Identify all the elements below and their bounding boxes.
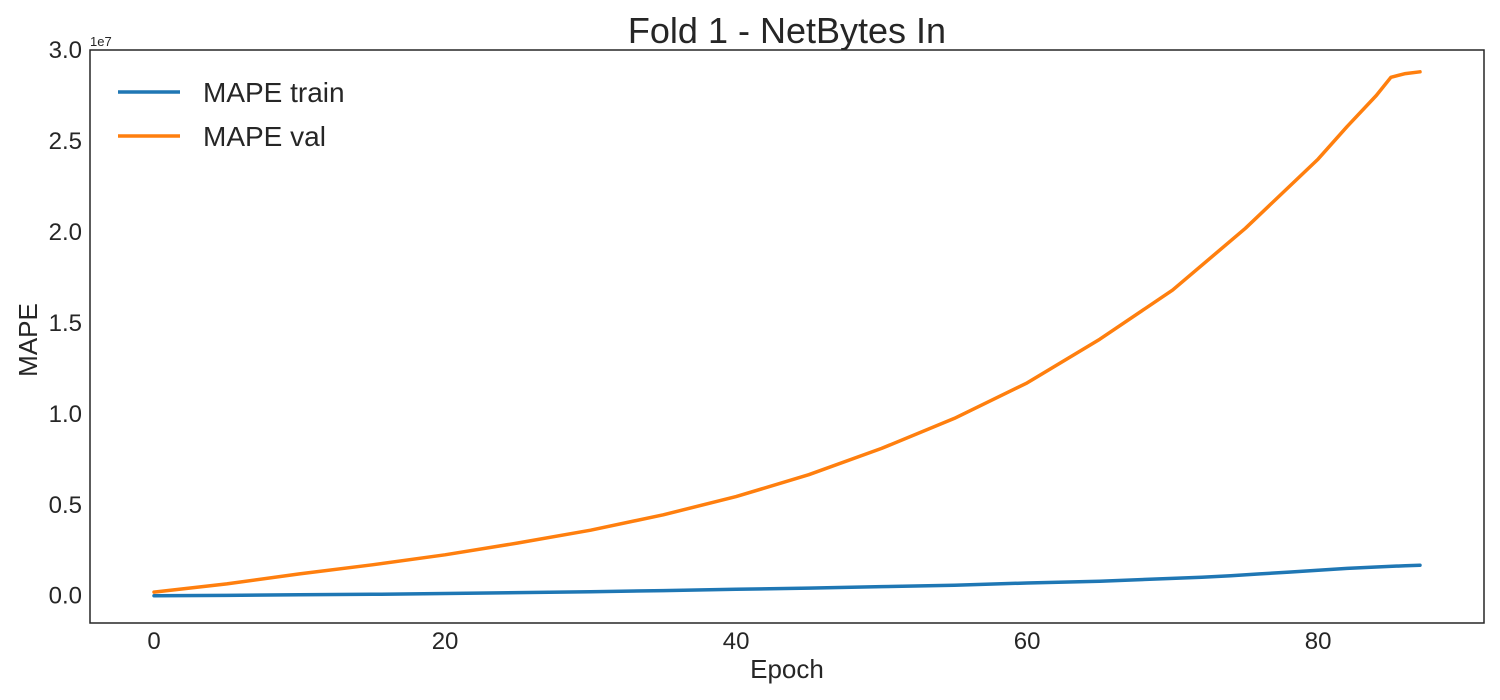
x-tick-label: 60 [1014,628,1041,655]
y-axis-ticks: 0.0 0.5 1.0 1.5 2.0 2.5 3.0 [49,37,82,610]
legend-label-mape-train: MAPE train [203,77,345,108]
plot-area [89,49,1485,624]
legend-label-mape-val: MAPE val [203,121,326,152]
x-axis-label: Epoch [750,654,824,684]
y-axis-label: MAPE [13,303,43,377]
x-tick-label: 80 [1305,628,1332,655]
x-tick-label: 0 [147,628,160,655]
x-tick-label: 40 [723,628,750,655]
series-layer [152,70,1422,598]
y-tick-label: 1.5 [49,310,82,337]
series-line-mape-val [152,70,1422,594]
y-axis-offset-label: 1e7 [90,34,112,49]
y-tick-label: 3.0 [49,37,82,64]
y-tick-label: 0.5 [49,492,82,519]
legend: MAPE train MAPE val [118,77,345,152]
x-tick-label: 20 [432,628,459,655]
y-tick-label: 1.0 [49,401,82,428]
x-axis-ticks: 0 20 40 60 80 [147,628,1332,655]
chart-title: Fold 1 - NetBytes In [628,10,946,51]
y-tick-label: 2.0 [49,219,82,246]
y-tick-label: 0.0 [49,583,82,610]
y-tick-label: 2.5 [49,128,82,155]
series-line-mape-train [152,563,1422,598]
plot-frame [89,49,1485,624]
